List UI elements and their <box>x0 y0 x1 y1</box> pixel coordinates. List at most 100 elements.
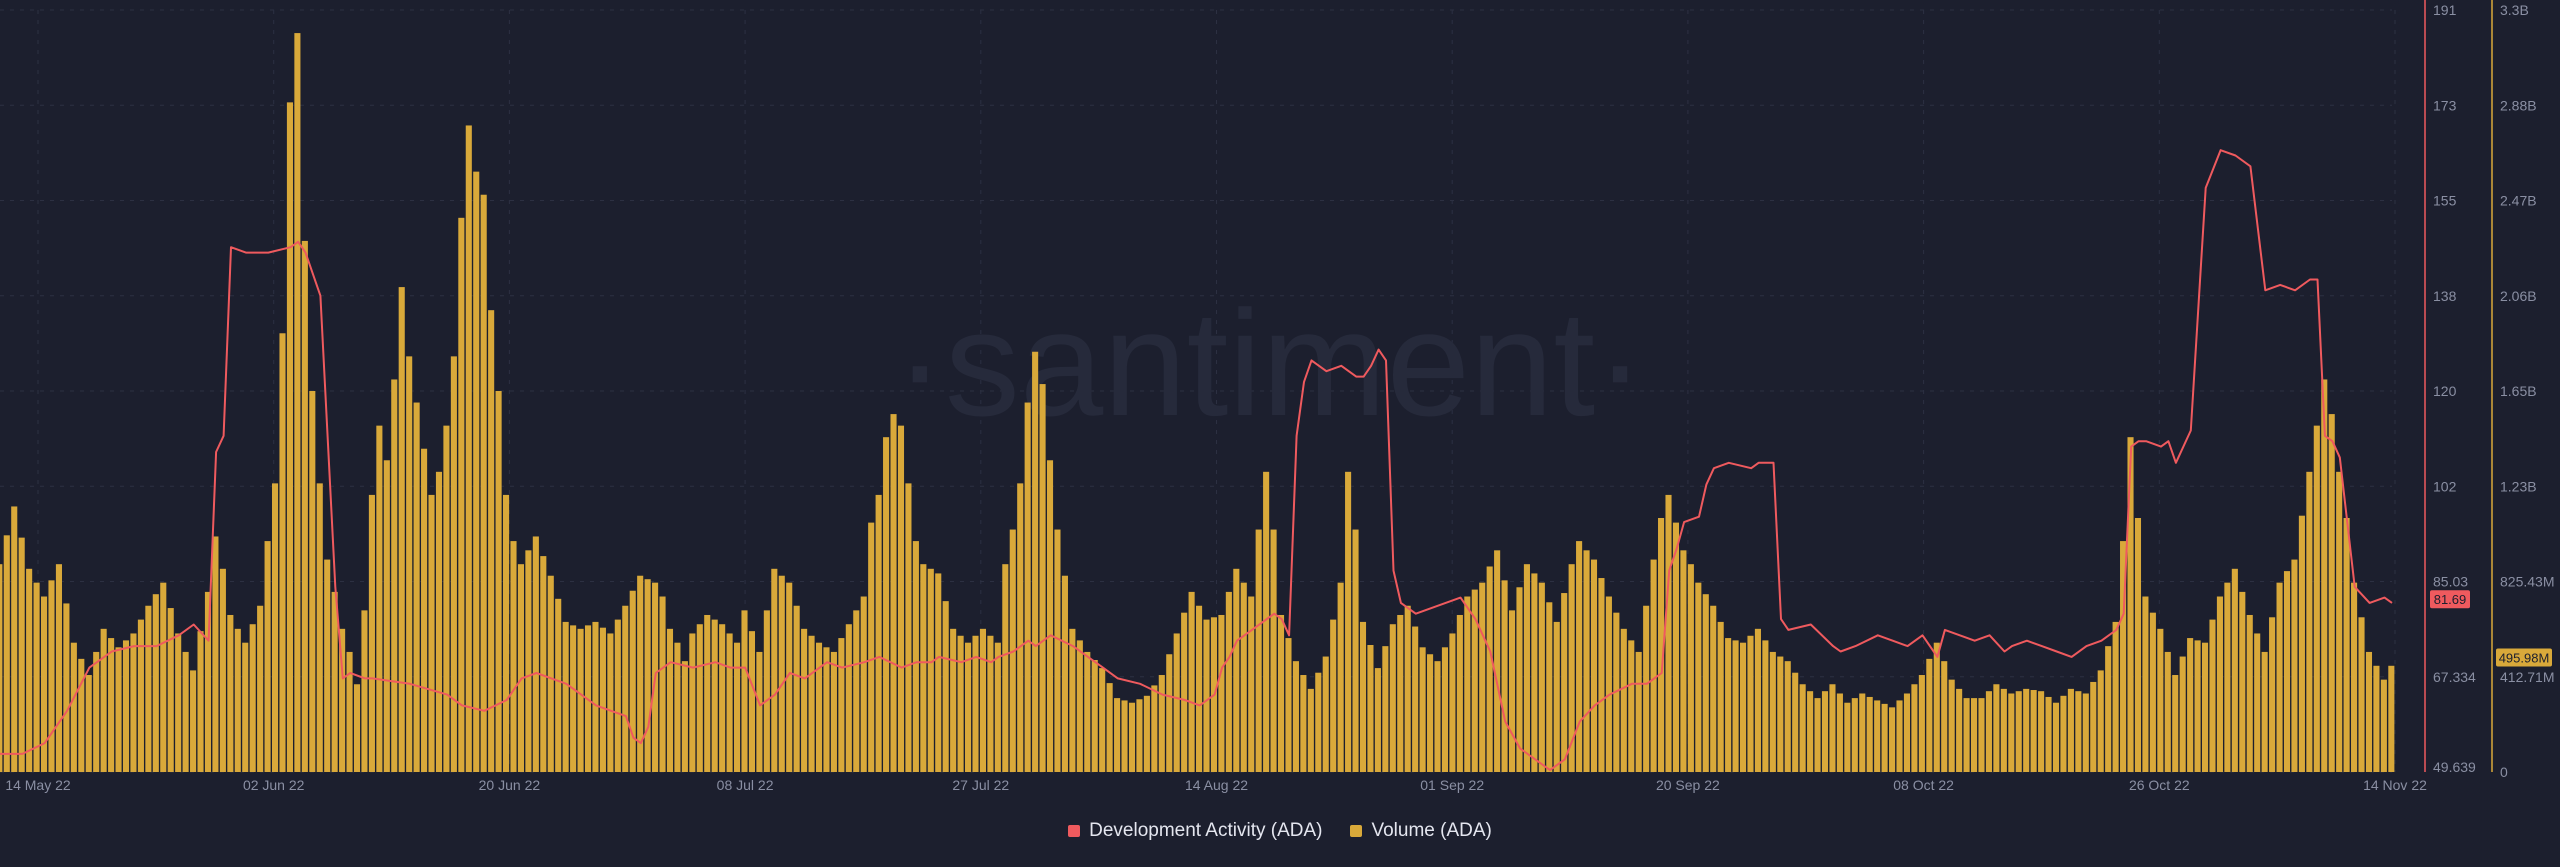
volume-bar <box>2112 621 2119 772</box>
volume-bar <box>1240 582 1247 772</box>
volume-bar <box>599 627 606 772</box>
volume-bar <box>592 621 599 772</box>
volume-bar <box>2276 582 2283 772</box>
volume-bar <box>1158 675 1165 772</box>
volume-bar <box>1054 529 1061 772</box>
volume-bar <box>570 625 577 772</box>
volume-bar <box>175 633 182 772</box>
legend-item-dev-activity[interactable]: Development Activity (ADA) <box>1068 820 1322 842</box>
volume-bar <box>2373 665 2380 772</box>
dev-activity-swatch-icon <box>1068 825 1081 837</box>
x-tick-label: 02 Jun 22 <box>243 777 305 793</box>
left-tick-label: 138 <box>2433 288 2457 304</box>
volume-bar <box>1561 593 1568 772</box>
x-tick-label: 14 May 22 <box>5 777 71 793</box>
volume-bar <box>55 564 62 772</box>
volume-bar <box>2023 688 2030 772</box>
volume-bar <box>1896 700 1903 772</box>
volume-bar <box>1590 559 1598 772</box>
volume-bar <box>145 605 152 772</box>
right-tick-label: 0 <box>2500 764 2508 780</box>
volume-bar <box>257 605 264 772</box>
volume-bar <box>1628 640 1635 772</box>
current-value-badges: 81.69 495.98M <box>2430 590 2552 667</box>
volume-bar <box>1970 698 1978 772</box>
volume-bar <box>845 624 852 772</box>
volume-bar <box>2388 665 2395 772</box>
volume-bar <box>473 171 480 773</box>
volume-bar <box>726 633 733 772</box>
volume-bar <box>629 590 636 772</box>
volume-bar <box>1769 651 1776 772</box>
volume-bars <box>0 33 2395 773</box>
volume-bar <box>994 642 1001 772</box>
volume-bar <box>443 425 450 772</box>
volume-bar <box>1099 668 1106 772</box>
volume-bar <box>1166 654 1173 772</box>
volume-bar <box>875 494 882 772</box>
volume-bar <box>122 640 130 772</box>
volume-bar <box>689 633 696 772</box>
volume-bar <box>2283 571 2291 772</box>
volume-bar <box>480 194 487 772</box>
volume-bar <box>1114 698 1121 772</box>
volume-bar <box>137 619 144 772</box>
volume-bar <box>1233 568 1240 772</box>
volume-bar <box>1091 660 1098 772</box>
volume-bar <box>85 675 92 772</box>
volume-bar <box>1292 661 1299 772</box>
volume-bar <box>1404 605 1411 772</box>
volume-bar <box>1017 483 1024 772</box>
volume-bar <box>1345 471 1352 772</box>
right-tick-label: 825.43M <box>2500 574 2554 590</box>
x-tick-label: 14 Nov 22 <box>2363 777 2427 793</box>
volume-bar <box>1568 564 1575 772</box>
volume-bar <box>1508 610 1516 772</box>
volume-bar <box>1851 698 1858 772</box>
volume-bar <box>1754 628 1761 772</box>
volume-bar <box>532 536 539 772</box>
volume-bar <box>1188 591 1195 772</box>
volume-bar <box>301 240 308 773</box>
right-tick-label: 1.23B <box>2500 478 2537 494</box>
volume-bar <box>2000 688 2007 772</box>
volume-bar <box>897 425 905 772</box>
volume-bar <box>771 568 778 772</box>
volume-bar <box>18 537 25 772</box>
volume-bar <box>160 582 167 772</box>
volume-bar <box>398 287 405 772</box>
volume-bar <box>1076 640 1083 772</box>
volume-bar <box>2015 691 2022 772</box>
volume-bar <box>1620 628 1627 772</box>
volume-bar <box>1061 575 1068 772</box>
volume-bar <box>1643 605 1650 772</box>
legend-item-volume[interactable]: Volume (ADA) <box>1350 820 1492 842</box>
volume-bar <box>1717 621 1724 772</box>
volume-bar <box>607 633 614 772</box>
volume-bar <box>1918 675 1925 772</box>
volume-bar <box>801 628 808 772</box>
volume-bar <box>1903 693 1911 772</box>
volume-current-value: 495.98M <box>2499 650 2550 665</box>
volume-bar <box>1002 564 1009 772</box>
volume-bar <box>1680 550 1687 772</box>
volume-bar <box>1322 656 1329 772</box>
volume-bar <box>1039 384 1046 772</box>
volume-bar <box>361 610 368 772</box>
x-tick-label: 26 Oct 22 <box>2129 777 2190 793</box>
volume-bar <box>2231 568 2238 772</box>
volume-bar <box>1732 640 1739 772</box>
volume-bar <box>1263 471 1270 772</box>
volume-bar <box>1531 573 1538 772</box>
volume-bar <box>1695 582 1702 772</box>
volume-bar <box>950 628 957 772</box>
volume-bar <box>1889 707 1896 772</box>
volume-bar <box>2246 614 2253 772</box>
volume-bar <box>2261 651 2268 772</box>
volume-swatch-icon <box>1350 825 1363 837</box>
volume-bar <box>294 33 301 773</box>
volume-bar <box>353 684 361 772</box>
right-tick-label: 412.71M <box>2500 669 2554 685</box>
volume-bar <box>2321 379 2328 772</box>
